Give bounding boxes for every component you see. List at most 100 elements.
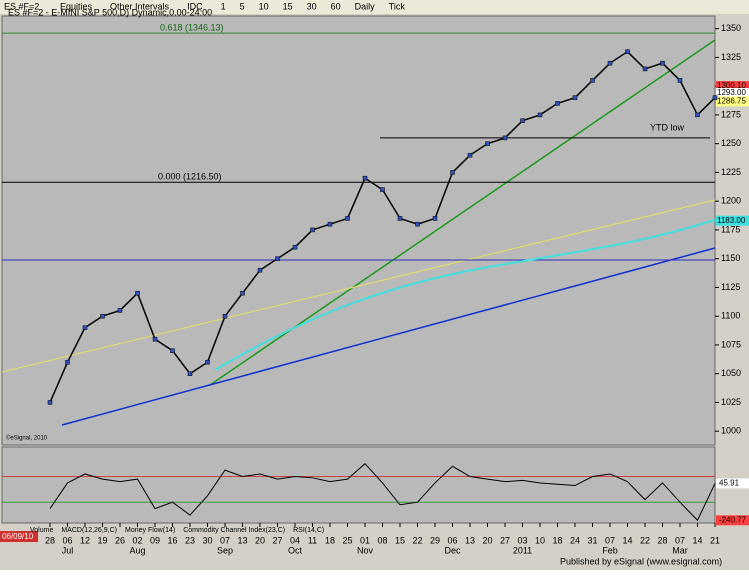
trendline <box>61 247 716 426</box>
toolbar-interval[interactable]: 5 <box>240 1 245 11</box>
x-month-label: Jul <box>62 545 74 555</box>
x-tick-label: 28 <box>657 535 667 545</box>
price-bar <box>82 325 88 330</box>
price-bar <box>695 112 700 118</box>
price-label: 1293.00 <box>717 88 746 97</box>
osc-label: -240.77 <box>719 515 747 524</box>
price-bar <box>327 221 333 227</box>
price-bar <box>117 308 123 313</box>
indicator-tab[interactable]: Volume <box>30 527 53 534</box>
price-label-box <box>716 96 749 107</box>
price-bar <box>292 244 298 250</box>
x-month-label: Aug <box>129 545 145 555</box>
x-tick-label: 29 <box>430 535 440 545</box>
x-tick-label: 02 <box>132 535 142 545</box>
price-bar <box>485 141 490 146</box>
x-tick-label: 15 <box>395 535 405 545</box>
indicator-tab[interactable]: RSI(14,C) <box>293 527 324 534</box>
x-tick-label: 11 <box>308 535 317 545</box>
price-bar <box>310 227 315 233</box>
x-tick-label: 12 <box>80 535 90 545</box>
x-tick-label: 08 <box>377 535 387 545</box>
price-bar <box>520 118 525 123</box>
x-tick-label: 27 <box>272 535 282 545</box>
y-tick-label: 1150 <box>721 253 740 263</box>
x-month-label: Sep <box>217 545 233 555</box>
date-box-label: 06/09/10 <box>2 532 34 541</box>
x-tick-label: 06 <box>447 535 457 545</box>
y-tick-label: 1175 <box>721 224 740 234</box>
price-bar <box>47 400 53 405</box>
x-month-label: 2011 <box>513 545 532 555</box>
price-label-box <box>716 88 749 99</box>
x-tick-label: 04 <box>290 535 300 545</box>
price-bar <box>222 313 228 319</box>
x-tick-label: 14 <box>692 535 702 545</box>
price-bar <box>625 49 630 54</box>
x-month-label: Mar <box>672 545 688 555</box>
x-tick-label: 07 <box>220 535 230 545</box>
x-month-label: Oct <box>288 545 303 555</box>
toolbar-interval[interactable]: 1 <box>221 1 226 11</box>
price-bar <box>345 216 350 221</box>
x-tick-label: 03 <box>517 535 527 545</box>
toolbar-interval[interactable]: Daily <box>355 1 376 11</box>
x-tick-label: 20 <box>482 535 492 545</box>
x-tick-label: 25 <box>342 535 352 545</box>
toolbar-menu[interactable]: IDC <box>187 1 203 11</box>
y-tick-label: 1325 <box>721 52 741 62</box>
price-bar <box>432 216 438 221</box>
moving-average <box>1 199 716 373</box>
price-label: 1183.00 <box>717 216 746 225</box>
x-tick-label: 18 <box>325 535 335 545</box>
price-panel <box>1 15 716 446</box>
x-tick-label: 10 <box>535 535 545 545</box>
toolbar-menu[interactable]: Other Intervals <box>110 1 170 11</box>
indicator-tab[interactable]: Money Flow(14) <box>125 527 175 534</box>
price-bar <box>415 221 420 227</box>
osc-label: 45.91 <box>719 479 740 488</box>
price-bar <box>712 95 718 100</box>
x-tick-label: 23 <box>185 535 195 545</box>
price-bar <box>240 290 245 296</box>
x-tick-label: 16 <box>167 535 177 545</box>
y-tick-label: 1025 <box>721 397 741 407</box>
x-tick-label: 19 <box>97 535 107 545</box>
toolbar-interval[interactable]: 15 <box>283 1 293 11</box>
toolbar-menu[interactable]: Equities <box>60 1 93 11</box>
price-bar <box>467 152 473 158</box>
price-bar <box>257 267 263 273</box>
chart-title: ES #F=2 - E-MINI S&P 500,D) Dynamic,0.00… <box>8 7 212 17</box>
indicator-tab[interactable]: Commodity Channel Index(23,C) <box>183 527 285 534</box>
price-bar <box>275 256 280 261</box>
x-tick-label: 20 <box>255 535 265 545</box>
y-tick-label: 1000 <box>721 426 741 436</box>
y-tick-label: 1275 <box>721 109 741 119</box>
toolbar-interval[interactable]: Tick <box>389 1 406 11</box>
osc-panel <box>1 446 716 524</box>
toolbar <box>0 0 749 14</box>
price-bar <box>380 187 385 192</box>
x-tick-label: 07 <box>605 535 615 545</box>
price-bar <box>607 60 613 66</box>
x-tick-label: 22 <box>412 535 422 545</box>
x-tick-label: 28 <box>45 535 55 545</box>
x-tick-label: 22 <box>640 535 650 545</box>
toolbar-interval[interactable]: 30 <box>307 1 317 11</box>
price-bar <box>187 371 193 376</box>
toolbar-interval[interactable]: 10 <box>259 1 269 11</box>
y-tick-label: 1125 <box>721 282 740 292</box>
osc-label-box <box>716 515 749 526</box>
x-tick-label: 18 <box>552 535 562 545</box>
price-bar <box>572 95 578 100</box>
indicator-tab[interactable]: MACD(12,26,9,C) <box>61 527 117 534</box>
price-bar <box>642 66 648 72</box>
x-tick-label: 13 <box>465 535 475 545</box>
y-tick-label: 1100 <box>721 311 740 321</box>
x-tick-label: 27 <box>500 535 510 545</box>
y-tick-label: 1225 <box>721 167 741 177</box>
x-tick-label: 24 <box>570 535 580 545</box>
level-label: 0.000 (1216.50) <box>158 172 222 182</box>
toolbar-interval[interactable]: 60 <box>331 1 341 11</box>
x-tick-label: 07 <box>675 535 685 545</box>
